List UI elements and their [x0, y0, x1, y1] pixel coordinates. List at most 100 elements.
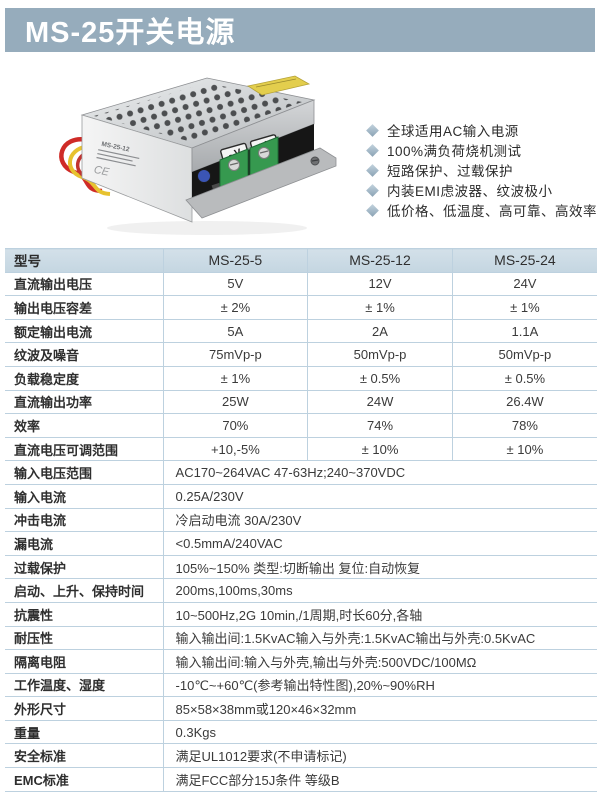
table-row: 输入电压范围 AC170~264VAC 47-63Hz;240~370VDC [5, 460, 597, 485]
row-label: 直流输出功率 [5, 389, 164, 415]
case-side-panel: MS-25-12 CE [81, 114, 193, 223]
row-label: 耐压性 [5, 625, 164, 651]
row-value: ± 2% [163, 295, 309, 320]
table-row: 输出电压容差 ± 2% ± 1% ± 1% [5, 295, 597, 320]
row-value: 1.1A [452, 318, 597, 344]
table-row: 直流输出电压 5V 12V 24V [5, 271, 597, 297]
row-label: 负载稳定度 [5, 365, 164, 391]
row-value: ± 1% [163, 365, 309, 391]
row-value: 50mVp-p [307, 342, 453, 367]
row-value: 105%~150% 类型:切断输出 复位:自动恢复 [163, 554, 597, 580]
row-value: ± 0.5% [452, 365, 597, 391]
row-value: 2A [307, 318, 453, 344]
row-value: 5A [163, 318, 309, 344]
feature-item: 100%满负荷烧机测试 [366, 140, 596, 160]
row-label: 工作温度、湿度 [5, 672, 164, 698]
row-value: 10~500Hz,2G 10min,/1周期,时长60分,各轴 [163, 601, 597, 627]
spec-table-body: 直流输出电压 5V 12V 24V 输出电压容差 ± 2% ± 1% ± 1% 额定输出电流 5A… [5, 271, 597, 792]
ce-mark: CE [93, 164, 111, 179]
row-label: 冲击电流 [5, 507, 164, 533]
model-header: MS-25-5 [163, 248, 309, 273]
row-value: 24V [452, 271, 597, 297]
table-row: 直流电压可调范围 +10,-5% ± 10% ± 10% [5, 436, 597, 462]
product-photo: MS-25-12 CE - V + V [52, 60, 352, 240]
row-value: 0.3Kgs [163, 719, 597, 745]
row-value: ± 10% [307, 436, 453, 462]
row-value: ± 0.5% [307, 365, 453, 391]
row-label: 效率 [5, 413, 164, 438]
feature-text: 短路保护、过载保护 [387, 164, 513, 179]
table-row: 启动、上升、保持时间 200ms,100ms,30ms [5, 578, 597, 603]
row-value: 24W [307, 389, 453, 415]
row-label: 启动、上升、保持时间 [5, 578, 164, 603]
model-header: MS-25-24 [452, 248, 597, 273]
row-value: ± 10% [452, 436, 597, 462]
row-value: ± 1% [452, 295, 597, 320]
table-row: 负载稳定度 ± 1% ± 0.5% ± 0.5% [5, 365, 597, 391]
table-row: 安全标准 满足UL1012要求(不申请标记) [5, 743, 597, 769]
row-value: 25W [163, 389, 309, 415]
feature-text: 全球适用AC输入电源 [387, 124, 519, 139]
row-label: 直流电压可调范围 [5, 436, 164, 462]
table-row: 输入电流 0.25A/230V [5, 483, 597, 509]
row-label: 输入电流 [5, 483, 164, 509]
row-label: 抗震性 [5, 601, 164, 627]
table-row: 耐压性 输入输出间:1.5KvAC输入与外壳:1.5KvAC输出与外壳:0.5Kv… [5, 625, 597, 651]
title-banner: MS-25开关电源 [5, 8, 595, 52]
row-value: 78% [452, 413, 597, 438]
diamond-bullet-icon [366, 123, 379, 137]
row-value: 满足FCC部分15J条件 等级B [163, 767, 597, 792]
row-label: 过载保护 [5, 554, 164, 580]
row-value: 输入输出间:1.5KvAC输入与外壳:1.5KvAC输出与外壳:0.5KvAC [163, 625, 597, 651]
row-label: 安全标准 [5, 743, 164, 769]
table-header-row: 型号 MS-25-5 MS-25-12 MS-25-24 [5, 248, 597, 273]
table-row: EMC标准 满足FCC部分15J条件 等级B [5, 767, 597, 792]
table-row: 冲击电流 冷启动电流 30A/230V [5, 507, 597, 533]
diamond-bullet-icon [366, 143, 379, 157]
row-value: 70% [163, 413, 309, 438]
row-value: AC170~264VAC 47-63Hz;240~370VDC [163, 460, 597, 485]
row-value: ± 1% [307, 295, 453, 320]
table-row: 抗震性 10~500Hz,2G 10min,/1周期,时长60分,各轴 [5, 601, 597, 627]
feature-text: 低价格、低温度、高可靠、高效率 [387, 204, 597, 219]
row-value: 50mVp-p [452, 342, 597, 367]
model-column-label: 型号 [5, 248, 164, 273]
feature-item: 短路保护、过载保护 [366, 160, 596, 180]
table-row: 重量 0.3Kgs [5, 719, 597, 745]
model-header: MS-25-12 [307, 248, 453, 273]
row-value: 75mVp-p [163, 342, 309, 367]
row-label: 纹波及噪音 [5, 342, 164, 367]
row-label: 输入电压范围 [5, 460, 164, 485]
row-label: 外形尺寸 [5, 696, 164, 721]
row-value: 0.25A/230V [163, 483, 597, 509]
diamond-bullet-icon [366, 203, 379, 217]
table-row: 效率 70% 74% 78% [5, 413, 597, 438]
feature-list: 全球适用AC输入电源 100%满负荷烧机测试 短路保护、过载保护内装EMI虑波器、纹… [366, 120, 597, 220]
row-value: 85×58×38mm或120×46×32mm [163, 696, 597, 721]
row-value: +10,-5% [163, 436, 309, 462]
feature-text: 100%满负荷烧机测试 [387, 144, 522, 159]
table-row: 额定输出电流 5A 2A 1.1A [5, 318, 597, 344]
table-row: 工作温度、湿度 -10℃~+60℃(参考输出特性图),20%~90%RH [5, 672, 597, 698]
table-row: 隔离电阻 输入输出间:输入与外壳,输出与外壳:500VDC/100MΩ [5, 649, 597, 674]
row-value: 输入输出间:输入与外壳,输出与外壳:500VDC/100MΩ [163, 649, 597, 674]
row-label: 重量 [5, 719, 164, 745]
power-supply-illustration: MS-25-12 CE - V + V [59, 75, 337, 235]
feature-item: 全球适用AC输入电源 [366, 120, 596, 140]
row-value: 满足UL1012要求(不申请标记) [163, 743, 597, 769]
table-row: 外形尺寸 85×58×38mm或120×46×32mm [5, 696, 597, 721]
row-value: <0.5mmA/240VAC [163, 531, 597, 556]
spec-table: 型号 MS-25-5 MS-25-12 MS-25-24 直流输出电压 5V 12V… [5, 248, 597, 792]
feature-text: 内装EMI虑波器、纹波极小 [387, 184, 553, 199]
table-row: 直流输出功率 25W 24W 26.4W [5, 389, 597, 415]
row-label: 漏电流 [5, 531, 164, 556]
table-row: 漏电流 <0.5mmA/240VAC [5, 531, 597, 556]
row-value: 冷启动电流 30A/230V [163, 507, 597, 533]
row-label: 直流输出电压 [5, 271, 164, 297]
capacitor [197, 169, 211, 183]
row-value: 200ms,100ms,30ms [163, 578, 597, 603]
row-label: 隔离电阻 [5, 649, 164, 674]
row-value: 5V [163, 271, 309, 297]
row-value: 12V [307, 271, 453, 297]
yellow-label [246, 75, 311, 96]
